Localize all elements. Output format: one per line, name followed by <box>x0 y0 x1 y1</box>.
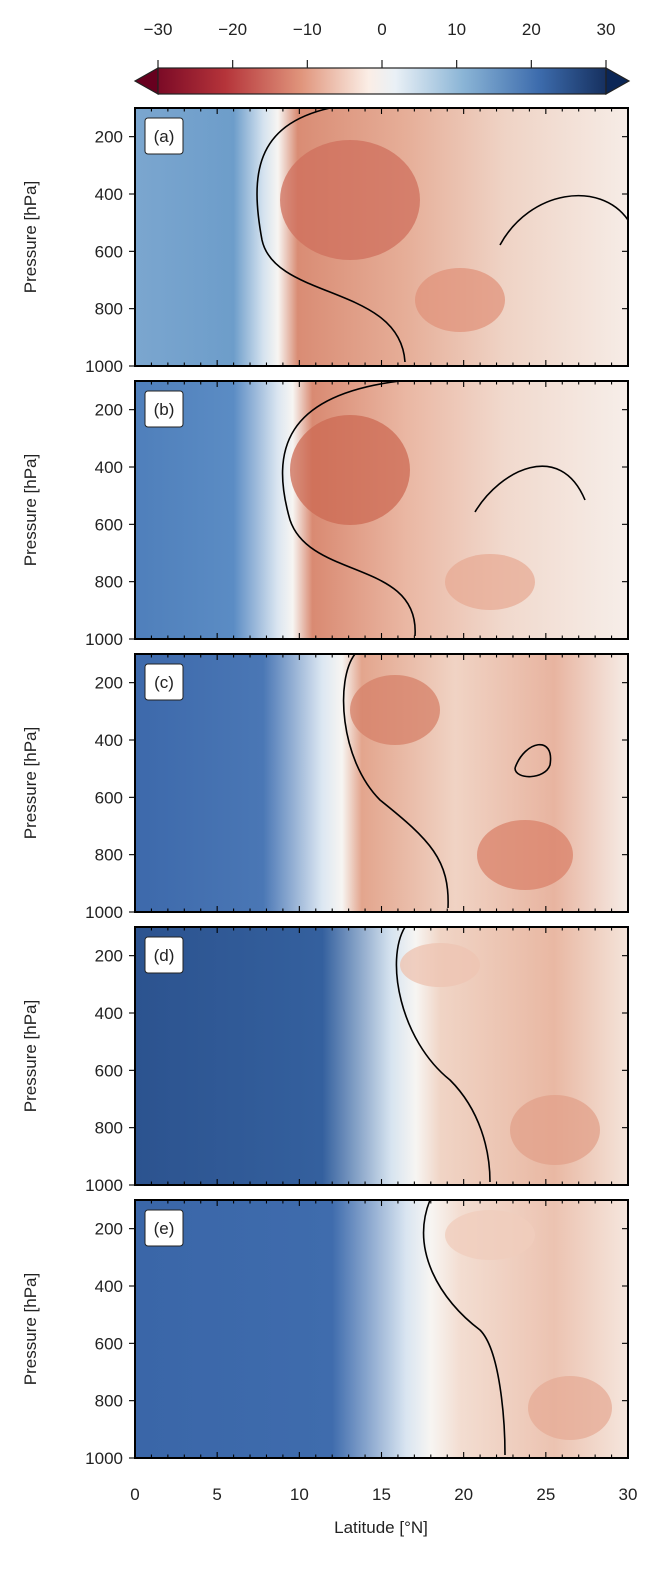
colorbar: −30 −20 −10 0 10 20 30 <box>133 20 631 96</box>
y-tick-label: 400 <box>95 1004 123 1023</box>
x-tick-label: 15 <box>372 1485 391 1504</box>
x-tick-label: 10 <box>290 1485 309 1504</box>
y-tick-label: 1000 <box>85 1449 123 1468</box>
y-tick-label: 200 <box>95 947 123 966</box>
y-tick-label: 200 <box>95 1220 123 1239</box>
panel-b-positive-core <box>290 415 410 525</box>
panel-e-zero-contour <box>422 1199 506 1456</box>
panel-e-label-box <box>144 1209 184 1247</box>
panel-b-zero-contour <box>281 380 586 637</box>
panel-b: (b) <box>134 380 629 640</box>
colorbar-tick-label: 10 <box>447 20 466 39</box>
panel-a-label-box <box>144 117 184 155</box>
x-tick-label: 5 <box>212 1485 221 1504</box>
panel-c-label-box <box>144 663 184 701</box>
panel-a-label: (a) <box>154 127 175 146</box>
y-axis-label: Pressure [hPa] <box>21 454 40 566</box>
panel-e: (e) <box>134 1199 629 1459</box>
y-tick-label: 400 <box>95 185 123 204</box>
panel-d: (d) <box>134 926 629 1186</box>
y-tick-label: 1000 <box>85 630 123 649</box>
panel-e-lower-cell <box>528 1376 612 1440</box>
colorbar-tick-label: −30 <box>144 20 173 39</box>
panel-d-label-box <box>144 936 184 974</box>
y-tick-label: 1000 <box>85 357 123 376</box>
colorbar-tick-label: −10 <box>293 20 322 39</box>
panel-c-zero-contour <box>342 653 552 909</box>
y-tick-label: 200 <box>95 401 123 420</box>
panel-d-label: (d) <box>154 946 175 965</box>
panel-c-positive-core <box>350 675 440 745</box>
panel-c-label: (c) <box>154 673 174 692</box>
colorbar-tick-label: 30 <box>597 20 616 39</box>
y-tick-label: 400 <box>95 731 123 750</box>
panel-a-lower-cell <box>415 268 505 332</box>
colorbar-extend-positive <box>605 66 631 96</box>
colorbar-body <box>157 67 607 95</box>
y-tick-label: 800 <box>95 300 123 319</box>
x-tick-label: 20 <box>454 1485 473 1504</box>
panel-a: (a) <box>134 107 629 367</box>
panel-a-positive-core <box>280 140 420 260</box>
panel-d-lower-cell <box>510 1095 600 1165</box>
colorbar-tick-label: −20 <box>218 20 247 39</box>
panel-d-zero-contour <box>395 926 491 1183</box>
y-tick-label: 600 <box>95 1334 123 1353</box>
y-tick-label: 200 <box>95 128 123 147</box>
panel-a-zero-contour <box>256 107 629 363</box>
panel-d-upper-cell <box>400 943 480 987</box>
x-tick-label: 25 <box>536 1485 555 1504</box>
panel-e-upper-cell <box>445 1210 535 1260</box>
y-axis-label: Pressure [hPa] <box>21 1273 40 1385</box>
x-tick-label: 30 <box>619 1485 638 1504</box>
panels: (a) (b) (c) (d) <box>134 107 629 1459</box>
panel-e-label: (e) <box>154 1219 175 1238</box>
y-axis-label: Pressure [hPa] <box>21 1000 40 1112</box>
y-axis-label: Pressure [hPa] <box>21 727 40 839</box>
panel-c: (c) <box>134 653 629 913</box>
y-tick-label: 600 <box>95 788 123 807</box>
colorbar-extend-negative <box>133 66 159 96</box>
panel-c-lower-cell <box>477 820 573 890</box>
x-axis-label: Latitude [°N] <box>334 1518 428 1537</box>
colorbar-tick-label: 20 <box>522 20 541 39</box>
panel-b-lower-cell <box>445 554 535 610</box>
y-tick-label: 800 <box>95 1119 123 1138</box>
y-tick-label: 800 <box>95 1392 123 1411</box>
y-tick-label: 1000 <box>85 1176 123 1195</box>
y-tick-label: 400 <box>95 458 123 477</box>
y-tick-label: 600 <box>95 515 123 534</box>
y-tick-label: 1000 <box>85 903 123 922</box>
panel-b-label: (b) <box>154 400 175 419</box>
y-tick-label: 400 <box>95 1277 123 1296</box>
y-tick-label: 200 <box>95 674 123 693</box>
y-tick-label: 800 <box>95 573 123 592</box>
y-tick-label: 600 <box>95 242 123 261</box>
panel-b-label-box <box>144 390 184 428</box>
x-tick-label: 0 <box>130 1485 139 1504</box>
colorbar-tick-label: 0 <box>377 20 386 39</box>
y-tick-label: 800 <box>95 846 123 865</box>
y-tick-label: 600 <box>95 1061 123 1080</box>
y-axis-label: Pressure [hPa] <box>21 181 40 293</box>
